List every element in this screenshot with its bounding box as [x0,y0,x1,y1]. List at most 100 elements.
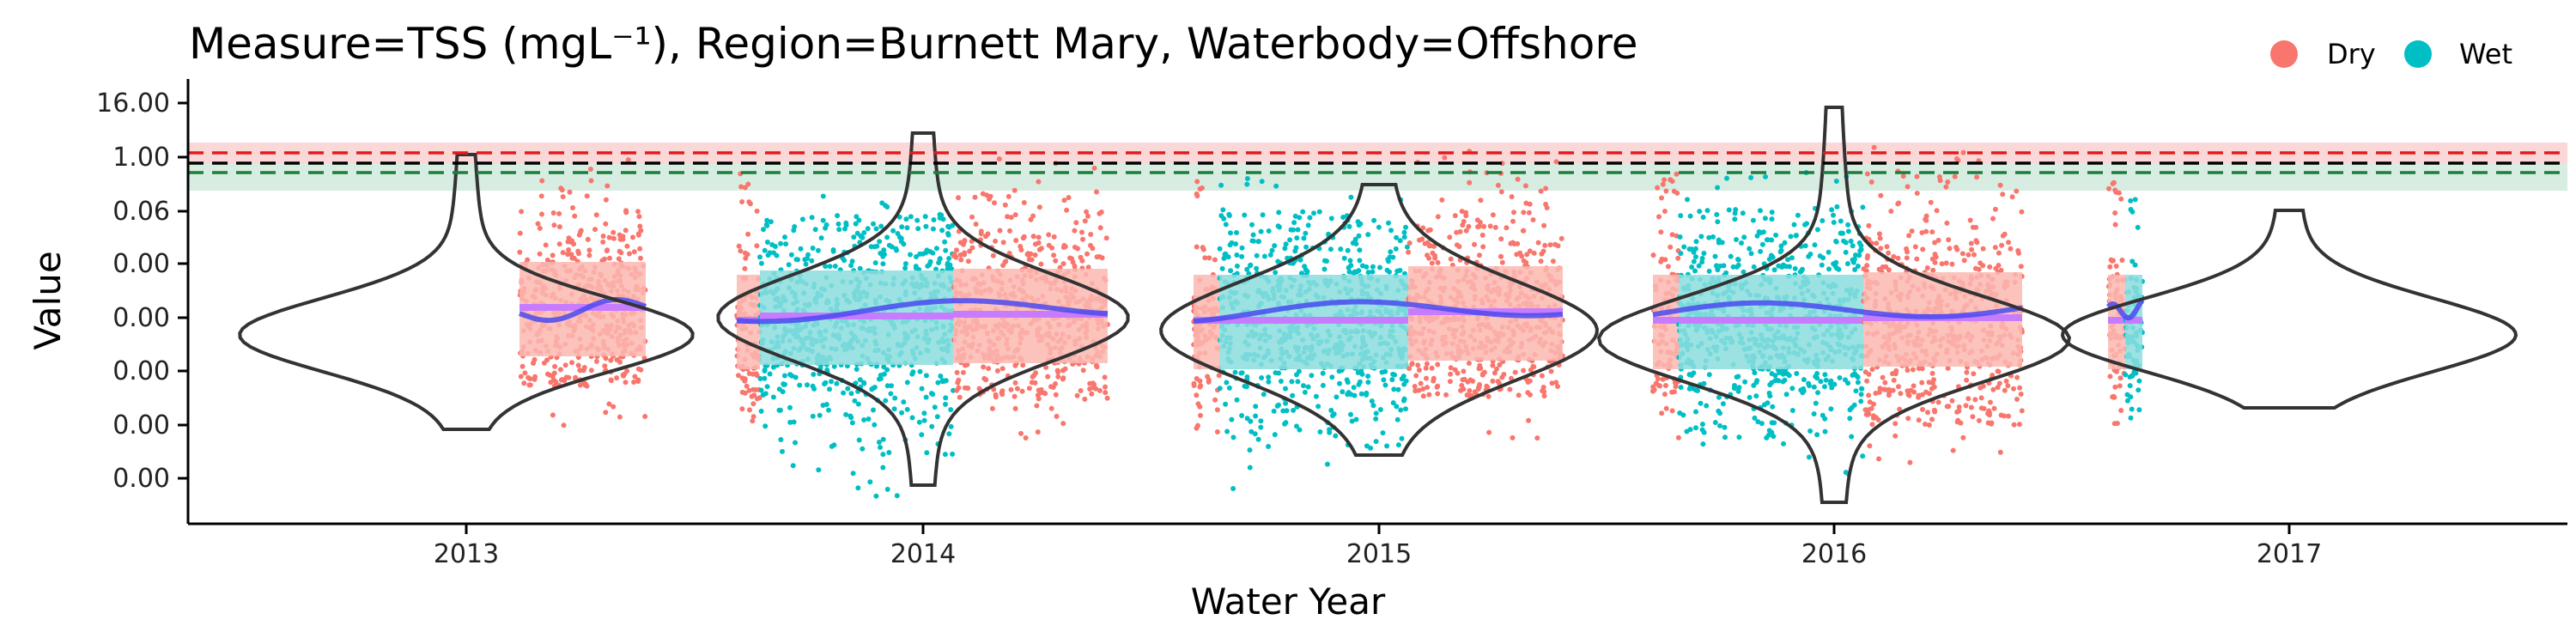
violin-2013 [238,153,695,431]
point [1772,373,1778,379]
point [1693,239,1699,245]
point [2000,191,2006,197]
point [551,222,557,228]
point [572,213,578,219]
point [1700,215,1706,220]
point [919,386,925,392]
point-outlier [617,414,623,420]
point [2111,258,2116,264]
point-outlier [1659,195,1664,201]
point [849,420,855,426]
point [1732,216,1738,222]
point [606,234,612,240]
point [764,240,770,245]
point [2117,375,2123,381]
point [1401,234,1407,240]
point [1018,247,1024,252]
point [810,383,816,389]
point [1379,369,1385,375]
point [1939,261,1945,267]
point [1466,361,1472,366]
point [919,432,925,438]
point [1459,382,1465,388]
point [1291,220,1297,226]
point [1968,240,1974,246]
point [1878,246,1884,252]
point [1420,386,1426,392]
point [1386,220,1391,226]
point [1301,383,1306,389]
point [829,379,834,385]
point [945,260,951,266]
point [1766,390,1772,396]
point [1395,442,1401,448]
point [946,256,952,261]
point [769,242,775,247]
point [1908,387,1914,393]
point [1033,370,1039,376]
point [1413,373,1419,379]
point [566,247,572,252]
point-outlier [1997,449,2003,455]
point [1036,234,1042,240]
point [1239,370,1245,376]
point [1893,421,1899,427]
point [1735,257,1741,262]
point [823,402,829,407]
y-tick-label: 0.00 [112,464,170,494]
point [827,386,832,392]
point [1868,405,1874,411]
point [938,374,944,379]
point-outlier [1012,187,1018,193]
point [1543,185,1549,191]
point [2015,248,2021,253]
point [835,213,841,219]
point [1212,257,1218,263]
point [1735,374,1741,380]
point [1895,255,1901,261]
point [1498,236,1504,242]
point [1929,386,1935,392]
point [1884,244,1890,250]
point [539,211,544,217]
point [1924,265,1930,270]
point [1232,369,1238,375]
point [1856,240,1862,246]
point [1416,368,1422,373]
point [1891,377,1897,383]
point [1658,258,1664,264]
point [1472,241,1477,247]
point [1699,427,1705,433]
point [1030,234,1036,240]
point [929,423,935,429]
point [1516,392,1522,398]
point [865,226,871,232]
point-outlier [1348,194,1354,200]
point [1527,378,1533,384]
point [2011,386,2016,392]
point-outlier [873,493,879,499]
point [1866,371,1872,377]
point-outlier [642,414,648,419]
point [584,193,590,199]
point [1715,219,1721,225]
point [1877,235,1883,241]
point [1878,192,1884,198]
point [1789,255,1795,261]
point [883,398,889,404]
point [823,380,829,386]
point [872,244,878,250]
point [1084,251,1090,257]
point [1753,393,1759,399]
point [1289,379,1295,385]
point [1692,254,1698,260]
point [1435,391,1441,397]
point [1822,428,1828,434]
point [1792,265,1798,271]
point [958,257,964,263]
point [2119,258,2125,263]
point [1542,242,1548,248]
point [521,380,527,386]
point [1678,251,1684,257]
point [927,258,933,264]
